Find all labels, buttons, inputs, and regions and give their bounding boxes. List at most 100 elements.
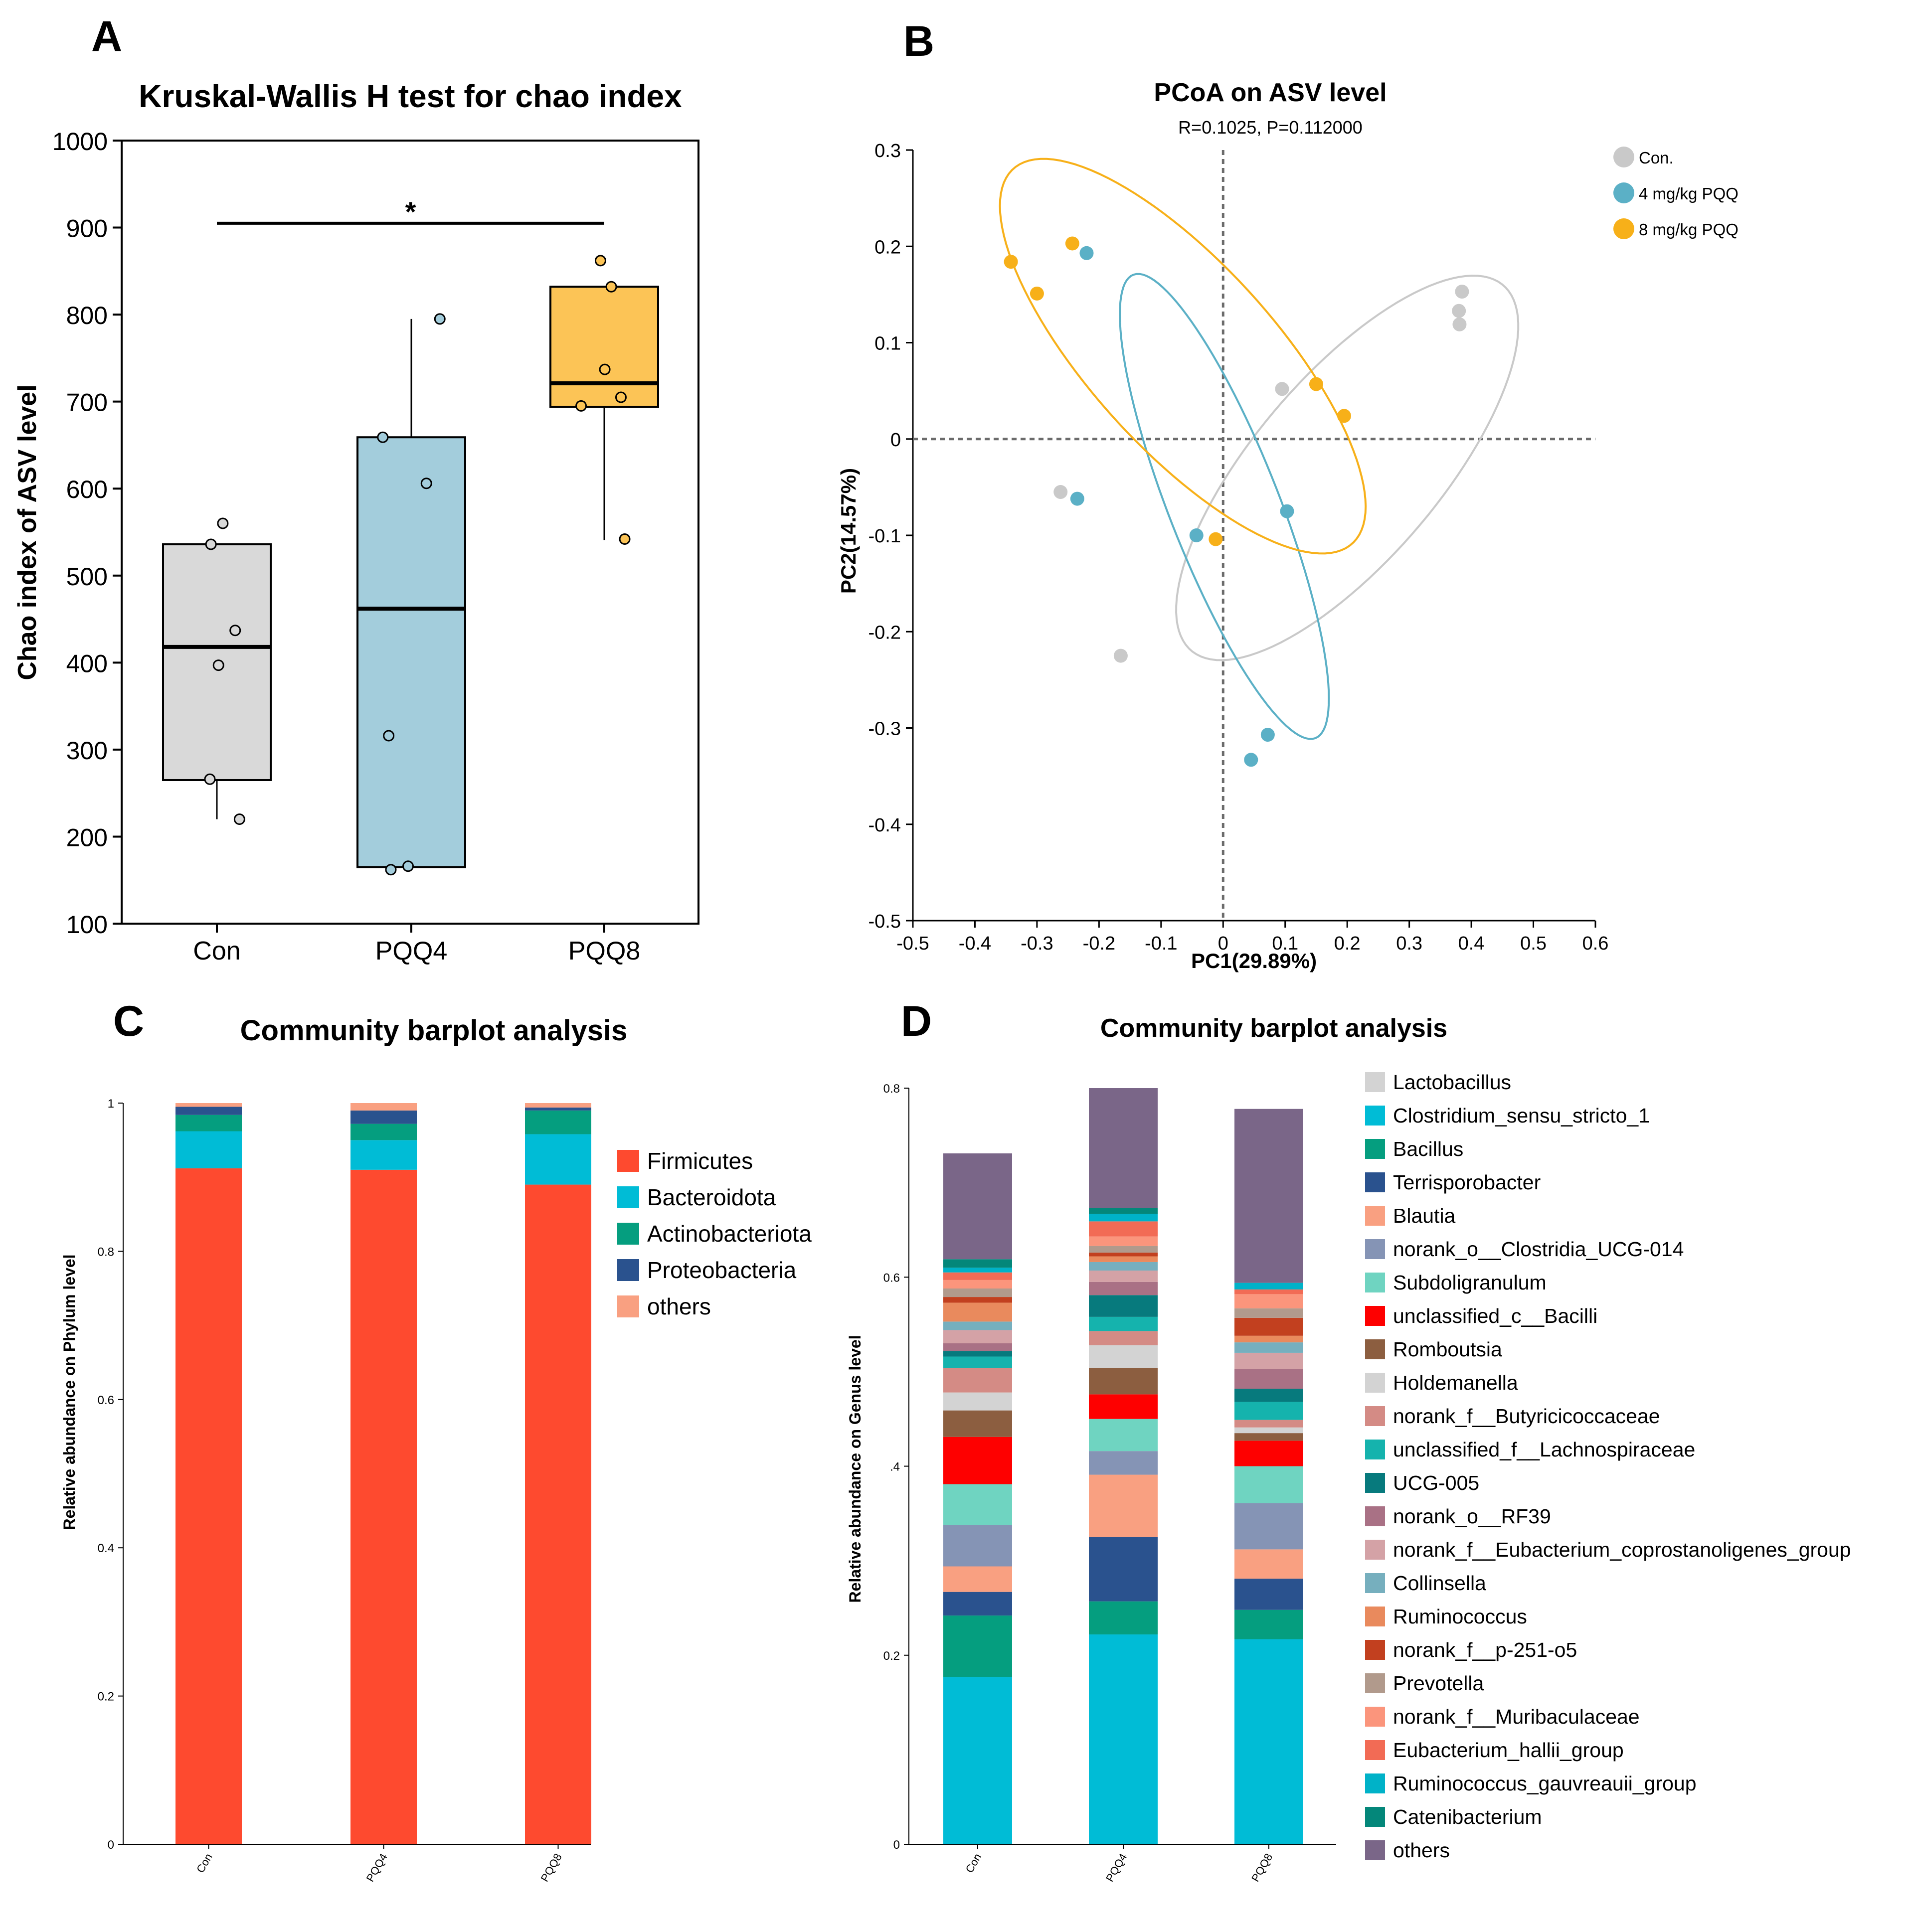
bar-segment [1089, 1601, 1158, 1635]
y-tick-label: 0.8 [883, 1082, 900, 1096]
panel-letter-c: C [113, 997, 144, 1045]
bar-segment [943, 1280, 1012, 1289]
bar-segment [1234, 1402, 1303, 1420]
legend-swatch [1365, 1740, 1385, 1760]
y-tick-label: 0 [890, 430, 901, 451]
legend-swatch [1365, 1306, 1385, 1326]
y-tick-label: 500 [66, 563, 108, 591]
legend-label: norank_f__p-251-o5 [1393, 1638, 1577, 1661]
scatter-point [1004, 255, 1018, 269]
y-tick-label: 100 [66, 911, 108, 939]
panel-b-ylabel: PC2(14.57%) [837, 468, 860, 594]
x-tick-label: -0.2 [1083, 933, 1115, 954]
panel-c-title: Community barplot analysis [240, 1014, 628, 1047]
bar-segment [1234, 1579, 1303, 1610]
box-pqq8 [549, 286, 659, 408]
bar-segment [350, 1103, 417, 1111]
panel-b-subtitle: R=0.1025, P=0.112000 [1178, 117, 1363, 138]
y-tick-label: -0.5 [869, 911, 901, 932]
legend-label: Holdemanella [1393, 1371, 1518, 1394]
bar-segment [1234, 1317, 1303, 1336]
data-point [385, 864, 397, 876]
bar-segment [1089, 1256, 1158, 1262]
legend-swatch [1365, 1139, 1385, 1159]
bar-segment [943, 1288, 1012, 1297]
data-point [575, 400, 587, 412]
bar-segment [1234, 1441, 1303, 1466]
legend-label: Ruminococcus_gauvreauii_group [1393, 1772, 1697, 1795]
y-tick-label: 0.6 [98, 1394, 114, 1407]
legend-label: norank_f__Muribaculaceae [1393, 1705, 1640, 1728]
bar-segment [350, 1124, 417, 1140]
x-tick-label: Con [193, 937, 240, 966]
bar-segment [943, 1356, 1012, 1368]
bar-segment [1089, 1295, 1158, 1317]
data-point [619, 533, 631, 545]
bar-segment [943, 1259, 1012, 1268]
bar-segment [1089, 1345, 1158, 1368]
legend-label: 8 mg/kg PQQ [1639, 220, 1738, 239]
scatter-point [1275, 382, 1289, 396]
bar-segment [1234, 1389, 1303, 1402]
bar-segment [943, 1302, 1012, 1322]
y-tick-label: 0.2 [98, 1690, 114, 1704]
legend-swatch [1365, 1373, 1385, 1393]
bar-segment [1089, 1394, 1158, 1419]
legend-swatch [1365, 1640, 1385, 1660]
scatter-point [1452, 304, 1466, 318]
legend-swatch [1365, 1807, 1385, 1827]
y-tick-label: 0.1 [874, 333, 901, 354]
legend-swatch [1365, 1440, 1385, 1459]
legend-swatch [1365, 1607, 1385, 1626]
y-tick-label: 300 [66, 737, 108, 765]
y-tick-label: -0.1 [869, 526, 901, 547]
bar-segment [1089, 1282, 1158, 1295]
data-point [605, 281, 617, 293]
scatter-point [1113, 648, 1128, 663]
legend-label: Con. [1639, 149, 1674, 167]
x-tick-label: -0.5 [896, 933, 929, 954]
panel-a-frame [121, 140, 699, 925]
scatter-point [1070, 491, 1084, 506]
bar-segment [175, 1115, 242, 1131]
y-tick-label: 900 [66, 215, 108, 243]
data-point [615, 391, 627, 403]
bar-segment [1089, 1368, 1158, 1395]
significance-star: * [405, 196, 416, 227]
bar-segment [1234, 1639, 1303, 1844]
bar-segment [943, 1343, 1012, 1351]
scatter-point [1455, 285, 1469, 299]
legend-swatch [1365, 1506, 1385, 1526]
y-tick-label: 600 [66, 476, 108, 503]
legend-swatch [1365, 1239, 1385, 1259]
scatter-point [1189, 528, 1204, 542]
bar-segment [943, 1268, 1012, 1273]
panel-letter-b: B [903, 17, 934, 65]
y-tick-label: 0.2 [874, 237, 901, 258]
y-tick-label: -0.3 [869, 719, 901, 740]
scatter-point [1244, 753, 1258, 767]
legend-swatch [1365, 1840, 1385, 1860]
bar-segment [1089, 1088, 1158, 1208]
bar-segment [943, 1615, 1012, 1677]
legend-label: Actinobacteriota [647, 1221, 812, 1247]
bar-segment [943, 1321, 1012, 1330]
bar-segment [943, 1351, 1012, 1357]
data-point [420, 478, 432, 489]
legend-swatch [1365, 1172, 1385, 1192]
legend-label: Blautia [1393, 1204, 1456, 1227]
y-tick-label: 200 [66, 823, 108, 851]
bar-segment [1089, 1246, 1158, 1253]
y-tick-label: 0.3 [874, 141, 901, 161]
data-point [402, 860, 414, 872]
x-tick-label: PQQ8 [538, 1851, 564, 1884]
bar-segment [1089, 1537, 1158, 1602]
bar-segment [1089, 1331, 1158, 1345]
panel-d-ylabel: Relative abundance on Genus level [846, 1335, 864, 1603]
bar-segment [1234, 1503, 1303, 1550]
legend-swatch [1365, 1773, 1385, 1793]
bar-segment [943, 1410, 1012, 1437]
bar-segment [1089, 1474, 1158, 1537]
confidence-ellipse [1119, 273, 1330, 740]
bar-segment [943, 1566, 1012, 1592]
